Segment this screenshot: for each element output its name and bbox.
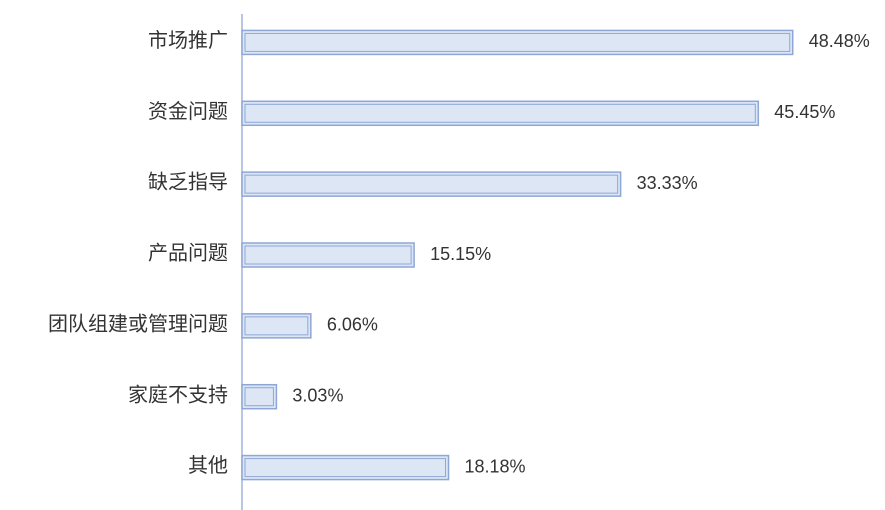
y-tick-label: 产品问题 bbox=[148, 242, 228, 265]
y-tick-label: 资金问题 bbox=[148, 100, 228, 123]
bar bbox=[241, 242, 415, 268]
bar bbox=[241, 454, 450, 481]
value-label: 3.03% bbox=[292, 385, 343, 405]
value-label: 48.48% bbox=[809, 31, 870, 51]
bar bbox=[241, 171, 622, 197]
bar-inner bbox=[244, 387, 274, 407]
y-tick-label: 其他 bbox=[188, 454, 228, 477]
value-label: 15.15% bbox=[430, 244, 491, 264]
y-tick-label: 缺乏指导 bbox=[148, 171, 228, 194]
bar-inner bbox=[244, 458, 447, 478]
bar-inner bbox=[244, 32, 791, 52]
bar-inner bbox=[244, 316, 309, 336]
bar bbox=[241, 383, 278, 410]
bar-inner bbox=[244, 245, 412, 265]
bar bbox=[241, 100, 760, 127]
value-label: 45.45% bbox=[774, 102, 835, 122]
bar-inner bbox=[244, 174, 619, 194]
value-label: 33.33% bbox=[637, 173, 698, 193]
value-label: 18.18% bbox=[465, 456, 526, 476]
y-tick-label: 市场推广 bbox=[148, 29, 228, 52]
value-label: 6.06% bbox=[327, 315, 378, 335]
bar bbox=[241, 313, 312, 339]
bar bbox=[241, 29, 794, 56]
y-tick-label: 团队组建或管理问题 bbox=[48, 312, 228, 335]
bar-inner bbox=[244, 103, 756, 123]
y-tick-label: 家庭不支持 bbox=[128, 383, 228, 406]
